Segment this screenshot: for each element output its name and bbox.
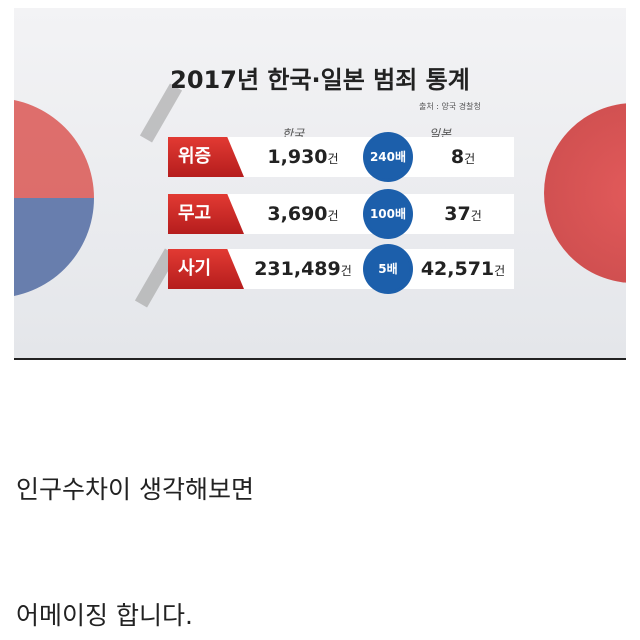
stat-row: 사기 231,489건 5배 42,571건 xyxy=(168,247,514,291)
ratio-badge: 240배 xyxy=(366,135,410,179)
stat-row: 위증 1,930건 240배 8건 xyxy=(168,135,514,179)
stat-row: 무고 3,690건 100배 37건 xyxy=(168,192,514,236)
japan-count: 42,571 xyxy=(420,258,495,280)
ratio-badge: 5배 xyxy=(366,247,410,291)
body-text-line: 인구수차이 생각해보면 xyxy=(16,475,254,504)
korea-value: 3,690건 xyxy=(238,194,368,236)
korea-value: 1,930건 xyxy=(238,137,368,179)
source-note: 출처 : 양국 경찰청 xyxy=(419,102,481,111)
crime-label: 무고 xyxy=(168,194,244,234)
japan-count: 37 xyxy=(444,203,471,225)
korea-count: 231,489 xyxy=(254,258,341,280)
divider xyxy=(14,358,626,360)
korea-count: 1,930 xyxy=(267,146,328,168)
ratio-badge: 100배 xyxy=(366,192,410,236)
japan-count: 8 xyxy=(450,146,465,168)
japan-value: 42,571건 xyxy=(408,249,518,291)
japanese-flag-decoration xyxy=(544,103,626,283)
crime-label: 위증 xyxy=(168,137,244,177)
unit: 건 xyxy=(327,152,339,166)
japan-value: 37건 xyxy=(408,194,518,236)
korean-flag-decoration xyxy=(14,98,94,298)
infographic-title: 2017년 한국·일본 범죄 통계 xyxy=(170,66,470,94)
unit: 건 xyxy=(494,264,506,278)
korea-value: 231,489건 xyxy=(238,249,368,291)
japan-value: 8건 xyxy=(408,137,518,179)
crime-label: 사기 xyxy=(168,249,244,289)
crime-statistics-infographic: 2017년 한국·일본 범죄 통계 출처 : 양국 경찰청 한국 일본 위증 1… xyxy=(14,8,626,358)
body-text-line: 어메이징 합니다. xyxy=(16,601,193,630)
unit: 건 xyxy=(340,264,352,278)
korea-count: 3,690 xyxy=(267,203,328,225)
unit: 건 xyxy=(470,209,482,223)
unit: 건 xyxy=(327,209,339,223)
unit: 건 xyxy=(464,152,476,166)
